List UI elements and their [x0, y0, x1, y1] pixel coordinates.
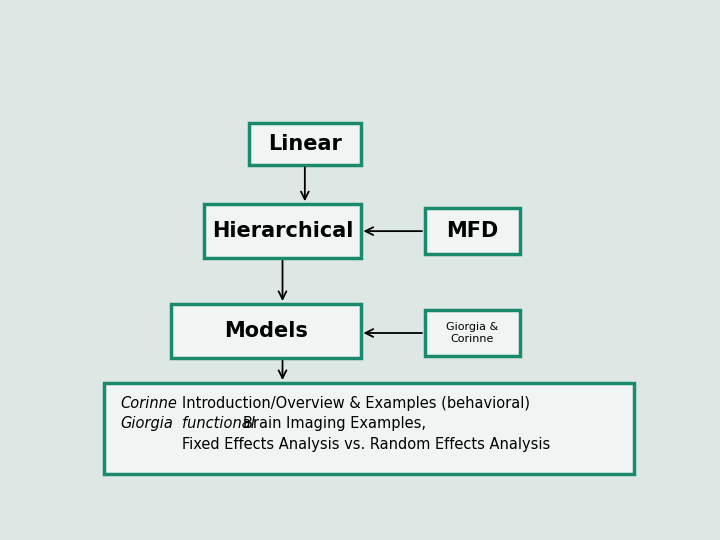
Text: Giorgia: Giorgia	[121, 416, 174, 431]
FancyBboxPatch shape	[425, 208, 520, 254]
Text: MFD: MFD	[446, 221, 498, 241]
FancyBboxPatch shape	[171, 304, 361, 358]
Text: Fixed Effects Analysis vs. Random Effects Analysis: Fixed Effects Analysis vs. Random Effect…	[182, 436, 550, 451]
Text: Giorgia &
Corinne: Giorgia & Corinne	[446, 322, 498, 344]
Text: Introduction/Overview & Examples (behavioral): Introduction/Overview & Examples (behavi…	[182, 396, 530, 411]
Text: Hierarchical: Hierarchical	[212, 221, 354, 241]
Text: Corinne: Corinne	[121, 396, 178, 411]
FancyBboxPatch shape	[249, 123, 361, 165]
Text: Linear: Linear	[268, 134, 342, 154]
FancyBboxPatch shape	[204, 204, 361, 258]
FancyBboxPatch shape	[104, 383, 634, 474]
Text: Models: Models	[224, 321, 307, 341]
FancyBboxPatch shape	[425, 310, 520, 356]
Text: Brain Imaging Examples,: Brain Imaging Examples,	[243, 416, 426, 431]
Text: functional: functional	[182, 416, 255, 431]
